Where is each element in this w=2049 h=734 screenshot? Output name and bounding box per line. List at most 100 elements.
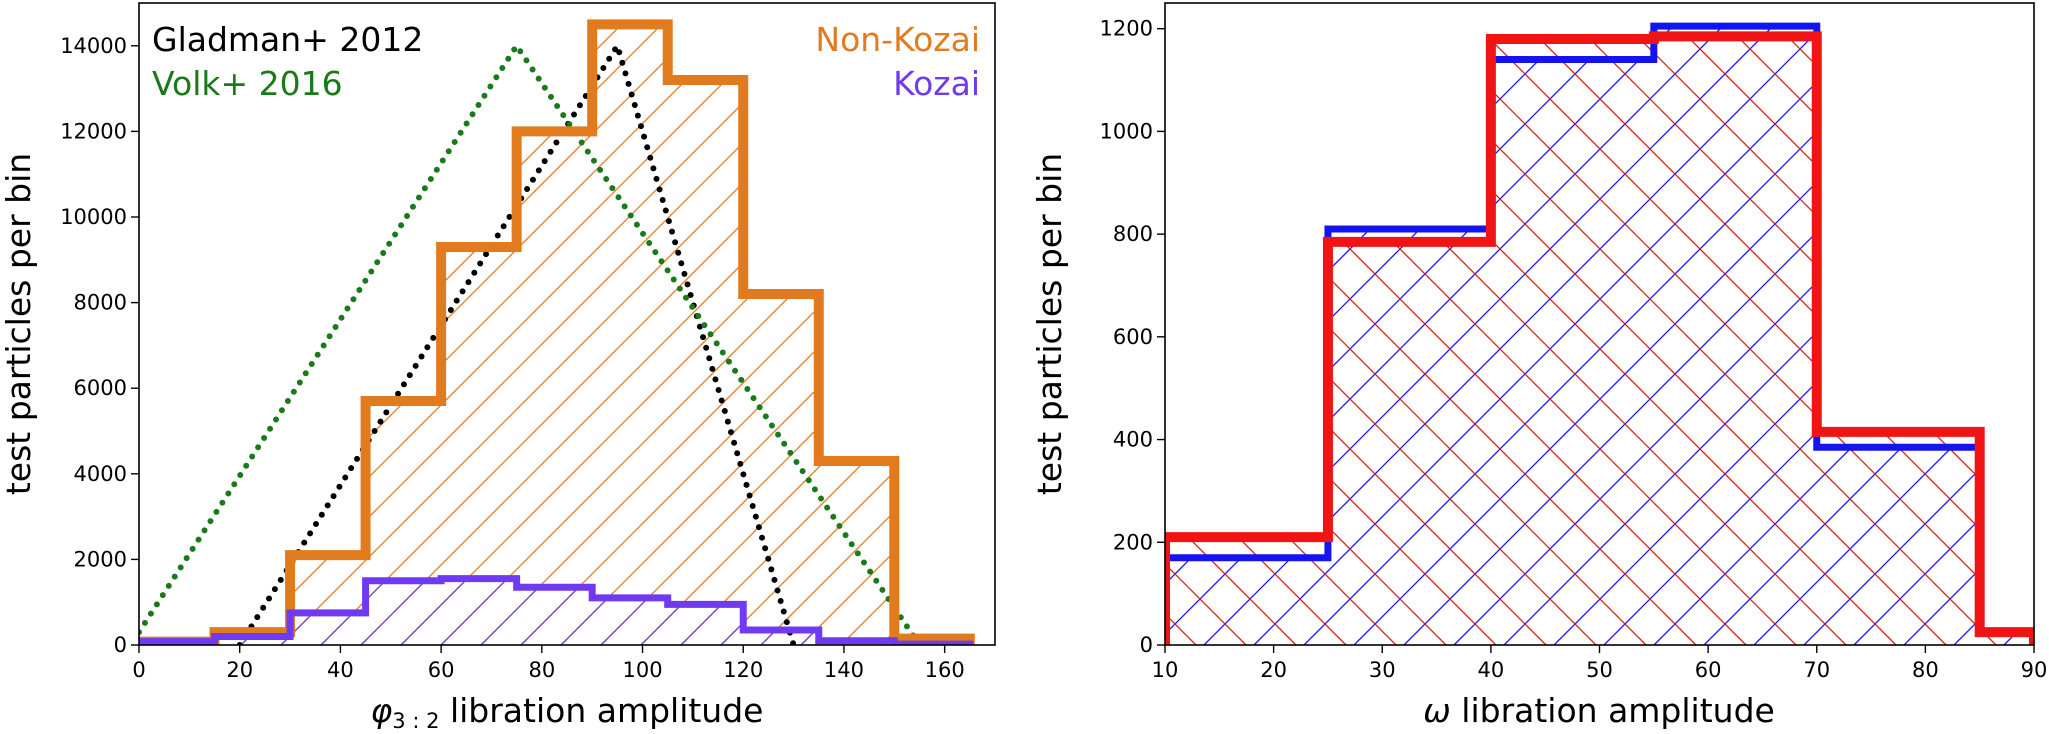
series-step-1 <box>1165 31 2034 645</box>
hatch-line <box>2003 36 2034 645</box>
hatch-line <box>1241 3 1883 645</box>
hatch-line <box>254 3 896 645</box>
hatch-line <box>280 24 924 645</box>
legend-volk-2016: Volk+ 2016 <box>152 64 343 103</box>
hatch-line <box>680 24 970 645</box>
hatch-line <box>1503 36 2034 645</box>
x-tick-label: 40 <box>1478 658 1505 682</box>
hatch-line <box>1703 26 2034 645</box>
y-tick-label: 400 <box>1113 428 1153 452</box>
y-tick-label: 10000 <box>60 205 127 229</box>
legend-non-kozai: Non-Kozai <box>815 20 980 59</box>
hatch-line <box>1853 26 2034 645</box>
y-tick-label: 200 <box>1113 530 1153 554</box>
y-tick-label: 8000 <box>74 291 127 315</box>
left-x-label-subscript: 3 : 2 <box>392 709 439 733</box>
y-tick-label: 6000 <box>74 376 127 400</box>
left-axes-frame <box>138 2 996 646</box>
hatch-line <box>1165 36 1347 645</box>
y-tick-label: 0 <box>1140 633 1153 657</box>
x-tick-label: 20 <box>226 658 253 682</box>
x-tick-label: 50 <box>1586 658 1613 682</box>
hatch-line <box>1653 36 2034 645</box>
hatch-line <box>1121 3 1763 645</box>
hatch-line <box>1165 36 1397 645</box>
hatch-line <box>320 24 964 645</box>
curve-1 <box>139 40 923 645</box>
hatch-line <box>1803 36 2034 645</box>
legend-gladman-2012: Gladman+ 2012 <box>152 20 423 59</box>
y-tick-label: 1200 <box>1100 17 1153 41</box>
x-tick-label: 30 <box>1369 658 1396 682</box>
hatch-line <box>480 24 970 645</box>
x-tick-label: 70 <box>1803 658 1830 682</box>
series-step-1 <box>139 575 974 645</box>
x-tick-label: 160 <box>925 658 965 682</box>
hatch-line <box>1001 3 1643 645</box>
y-tick-label: 800 <box>1113 222 1153 246</box>
hatch-line <box>1361 3 2003 645</box>
x-tick-label: 100 <box>622 658 662 682</box>
hatch-line <box>1481 3 2049 645</box>
x-tick-label: 80 <box>528 658 555 682</box>
hatch-line <box>1441 3 2049 645</box>
left-curve-layer <box>139 38 923 645</box>
hatch-line <box>1165 26 1197 645</box>
left-y-axis-label: test particles per bin <box>0 153 38 495</box>
hatch-line <box>1653 26 2034 645</box>
y-tick-label: 4000 <box>74 462 127 486</box>
hatch-line <box>1441 3 2049 645</box>
hatch-line <box>1201 3 1843 645</box>
hatch-line <box>1403 36 2034 645</box>
hatch-line <box>1001 3 1643 645</box>
hatch-line <box>1401 3 2043 645</box>
hatch-line <box>560 24 970 645</box>
hatch-line <box>2003 26 2034 645</box>
hatch-line <box>304 3 946 645</box>
hatch-line <box>1321 3 1963 645</box>
right-x-label-rest: libration amplitude <box>1451 691 1775 730</box>
hatch-line <box>1121 3 1763 645</box>
y-tick-label: 600 <box>1113 325 1153 349</box>
left-step-layer <box>139 19 975 645</box>
hatch-line <box>720 24 970 645</box>
y-tick-label: 12000 <box>60 119 127 143</box>
hatch-line <box>54 3 696 645</box>
hatch-line <box>1201 3 1843 645</box>
hatch-line <box>1401 3 2043 645</box>
hatch-line <box>1281 3 1923 645</box>
hatch-line <box>1753 36 2034 645</box>
hatch-line <box>920 24 970 645</box>
hatch-line <box>304 3 946 645</box>
y-tick-label: 14000 <box>60 34 127 58</box>
y-tick-label: 0 <box>114 633 127 657</box>
hatch-line <box>1165 36 1697 645</box>
x-tick-label: 80 <box>1912 658 1939 682</box>
right-histogram-panel: 10 20 30 40 50 60 70 80 90020040060080010001200 … <box>54 2 2048 730</box>
left-ticks: 0 20 40 60 80 100 120 140 160 0 2000 4000 6000 8000 10… <box>60 34 965 682</box>
hatch-line <box>1361 3 2003 645</box>
left-x-axis-label: φ3 : 2 libration amplitude <box>371 691 764 733</box>
hatch-line <box>1081 3 1723 645</box>
hatch-line <box>1165 36 1547 645</box>
hatch-line <box>1281 3 1923 645</box>
x-tick-label: 140 <box>824 658 864 682</box>
hatch-line <box>1753 26 2034 645</box>
x-tick-label: 10 <box>1152 658 1179 682</box>
hatch-line <box>1853 36 2034 645</box>
series-step-0 <box>139 19 975 645</box>
hatch-line <box>1803 26 2034 645</box>
curve-0 <box>236 38 797 645</box>
right-x-label-symbol: ω <box>1423 691 1451 730</box>
hatch-line <box>54 3 696 645</box>
x-tick-label: 120 <box>723 658 763 682</box>
hatch-line <box>1081 3 1723 645</box>
hatch-line <box>1161 3 1803 645</box>
y-tick-label: 1000 <box>1100 119 1153 143</box>
x-tick-label: 0 <box>132 658 145 682</box>
x-tick-label: 90 <box>2021 658 2048 682</box>
hatch-line <box>254 3 896 645</box>
right-ticks: 10 20 30 40 50 60 70 80 90 0 200 400 600 800 1000 1200 <box>1100 17 2048 682</box>
